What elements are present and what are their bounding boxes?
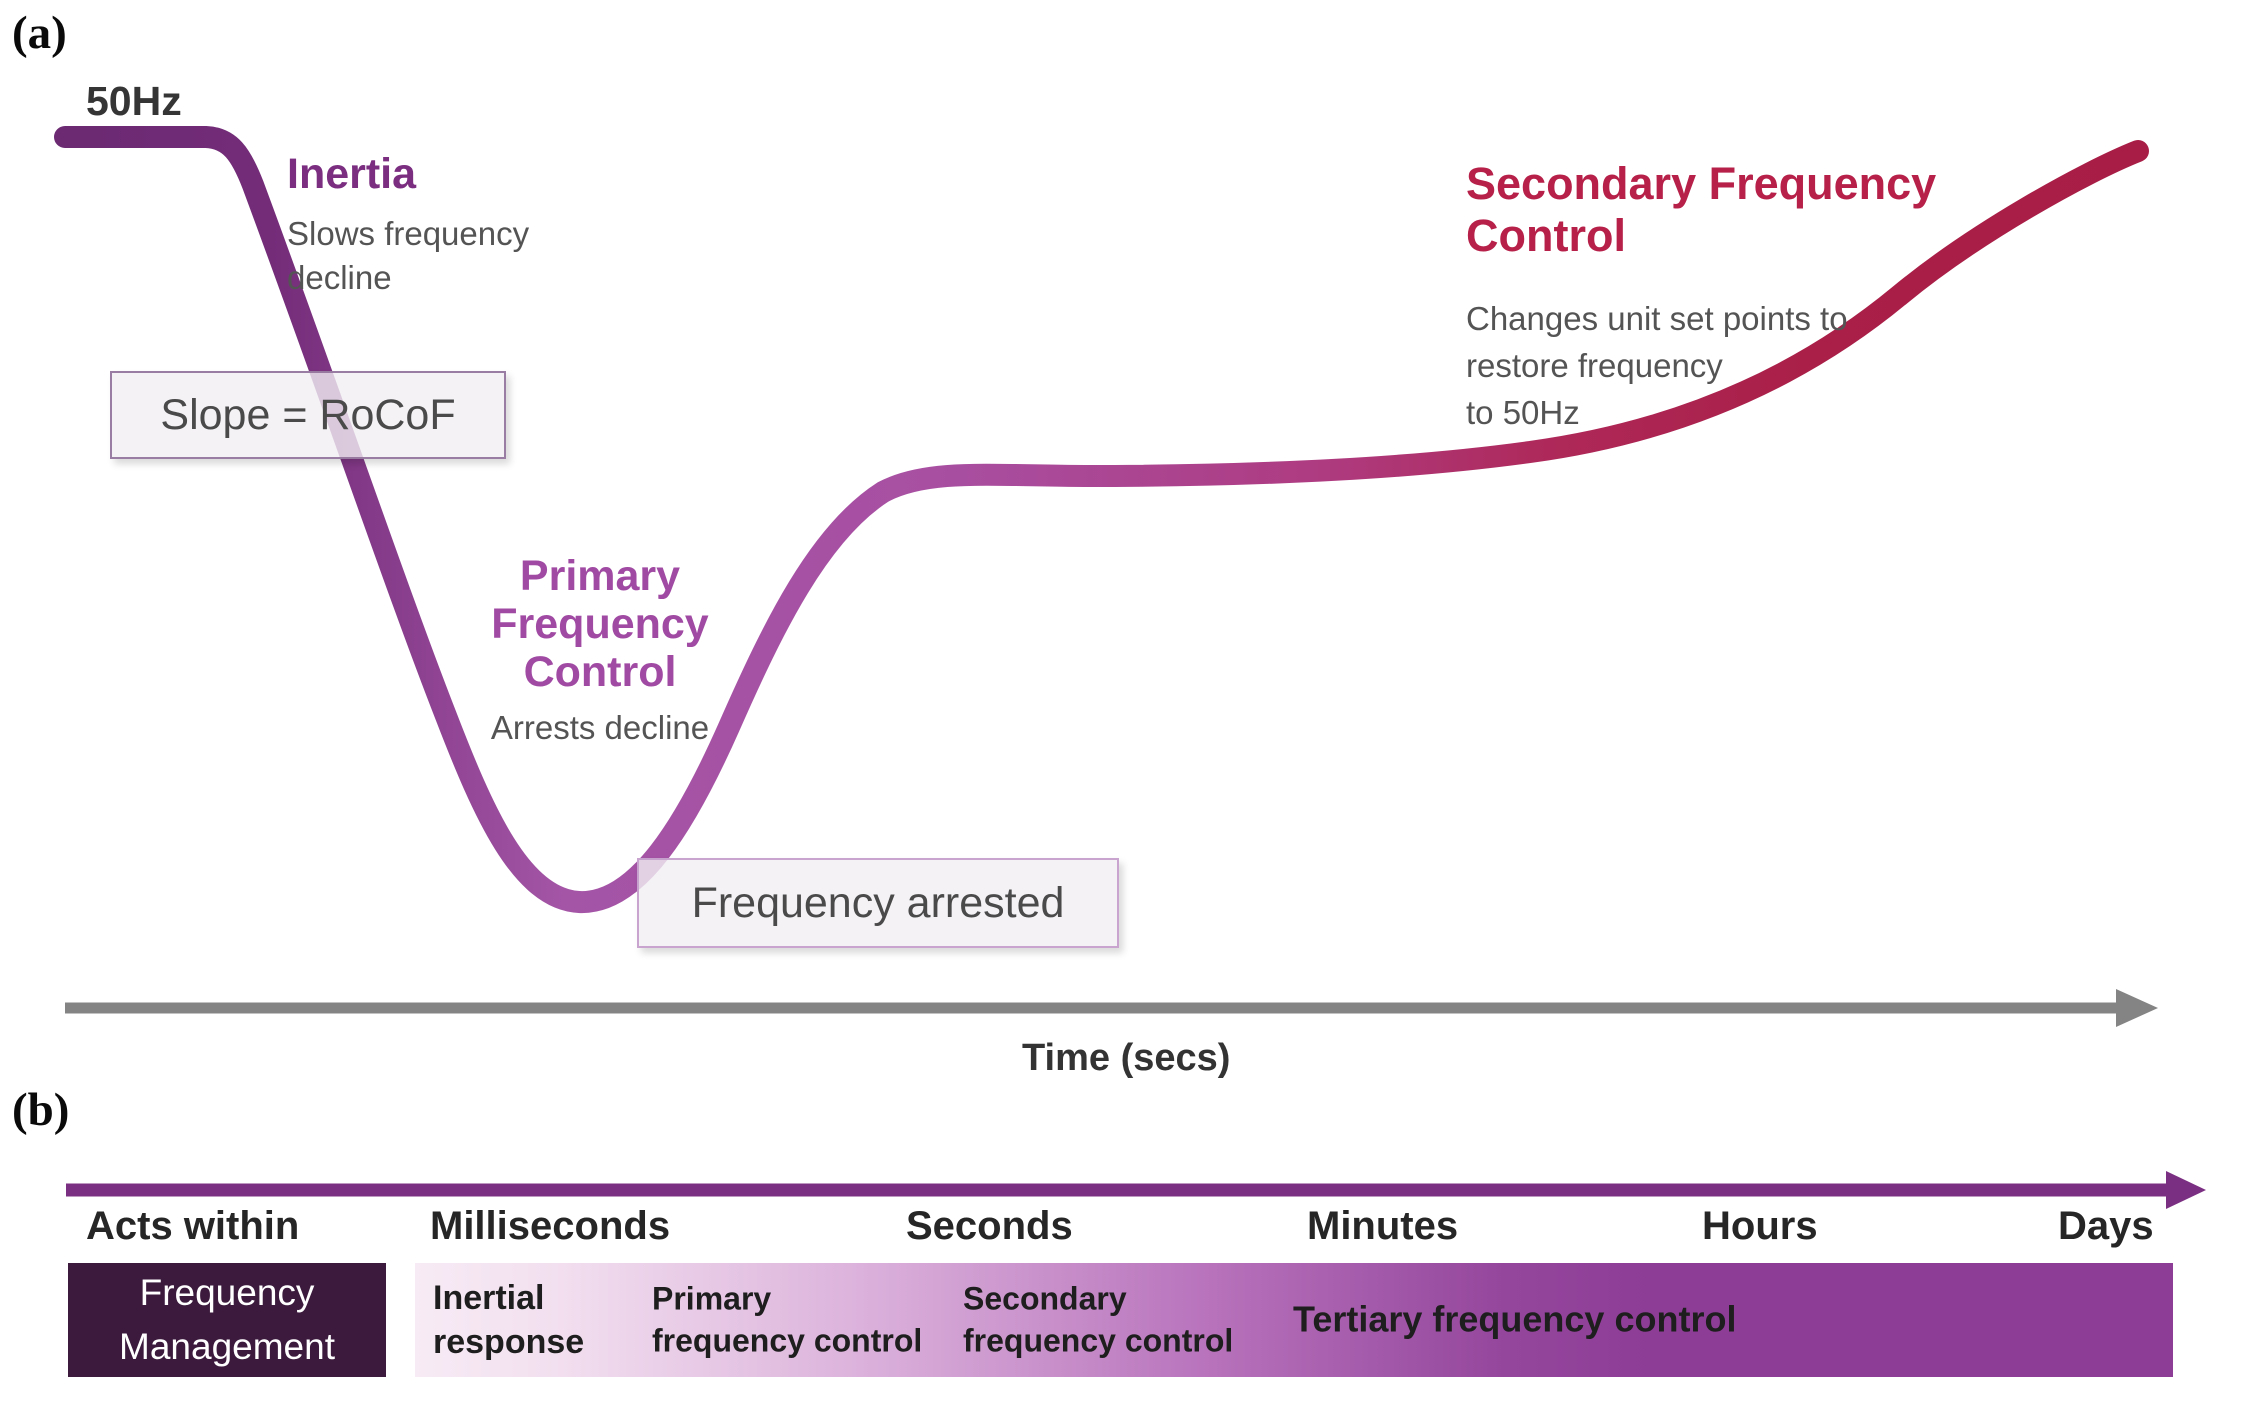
time-axis-arrow <box>65 989 2158 1027</box>
timescale-milliseconds: Milliseconds <box>430 1204 671 1248</box>
acts-within-label: Acts within <box>86 1204 300 1248</box>
inertia-description-line2: decline <box>287 258 392 296</box>
secondary-description-line3: to 50Hz <box>1466 393 1580 431</box>
timescale-hours: Hours <box>1702 1204 1818 1248</box>
stage-secondary-frequency-control: Secondary frequency control <box>963 1278 1233 1361</box>
stage-tertiary-frequency-control: Tertiary frequency control <box>1293 1298 1737 1340</box>
inertia-title: Inertia <box>287 150 417 198</box>
frequency-control-stages-bar: Inertial response Primary frequency cont… <box>415 1263 2173 1377</box>
stage-inertial-line2: response <box>433 1323 585 1361</box>
primary-frequency-control-block: Primary Frequency Control Arrests declin… <box>395 552 805 750</box>
stage-inertial-line1: Inertial <box>433 1278 545 1317</box>
frequency-response-curve <box>54 126 2149 914</box>
stage-inertial-response: Inertial response <box>433 1276 584 1364</box>
frequency-management-line1: Frequency <box>139 1272 315 1314</box>
stage-primary-line2: frequency control <box>652 1322 923 1358</box>
frequency-management-box: Frequency Management <box>68 1263 386 1377</box>
slope-rocof-callout: Slope = RoCoF <box>110 371 506 459</box>
inertia-description: Slows frequency decline <box>287 212 529 299</box>
start-frequency-label: 50Hz <box>86 78 182 124</box>
primary-frequency-control-title: Primary Frequency Control <box>395 552 805 696</box>
stage-primary-frequency-control: Primary frequency control <box>652 1278 922 1361</box>
timeline-arrow <box>66 1171 2206 1209</box>
panel-b-label: (b) <box>12 1084 70 1136</box>
primary-title-line2: Frequency <box>491 600 709 649</box>
primary-title-line1: Primary <box>519 552 681 600</box>
stage-secondary-line1: Secondary <box>963 1280 1127 1317</box>
primary-title-line3: Control <box>523 648 677 697</box>
secondary-frequency-control-title: Secondary Frequency Control <box>1466 158 1936 262</box>
frequency-management-line2: Management <box>119 1326 335 1367</box>
secondary-description-line1: Changes unit set points to <box>1466 300 1848 337</box>
slope-rocof-text: Slope = RoCoF <box>160 390 456 439</box>
panel-a-label: (a) <box>12 7 67 59</box>
secondary-title-line1: Secondary Frequency <box>1466 158 1937 209</box>
stage-secondary-line2: frequency control <box>963 1322 1234 1358</box>
timescale-days: Days <box>2058 1204 2154 1248</box>
secondary-description-line2: restore frequency <box>1466 346 1723 384</box>
time-axis-label: Time (secs) <box>1022 1037 1231 1079</box>
timescale-seconds: Seconds <box>906 1204 1073 1248</box>
primary-description: Arrests decline <box>490 709 710 747</box>
inertia-description-line1: Slows frequency <box>287 215 530 252</box>
frequency-arrested-callout: Frequency arrested <box>637 858 1119 948</box>
secondary-description: Changes unit set points to restore frequ… <box>1466 296 1848 437</box>
timescale-minutes: Minutes <box>1307 1204 1459 1248</box>
stage-primary-line1: Primary <box>652 1280 772 1317</box>
frequency-arrested-text: Frequency arrested <box>691 878 1065 927</box>
secondary-title-line2: Control <box>1466 209 1626 261</box>
